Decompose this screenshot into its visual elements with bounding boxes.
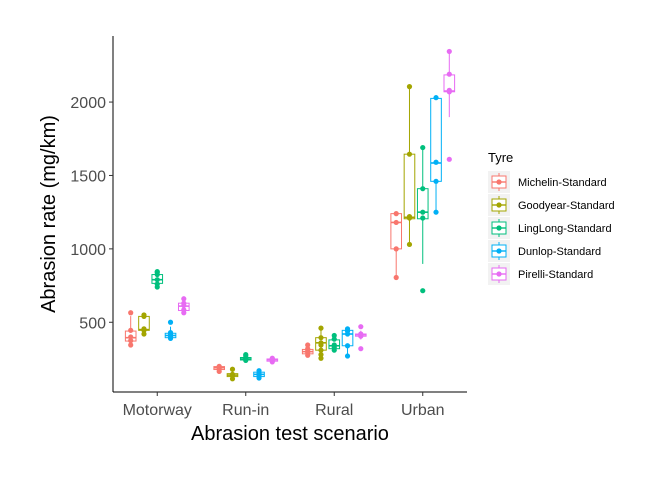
data-point (128, 334, 134, 340)
data-point (305, 342, 311, 348)
data-point (154, 277, 160, 283)
legend-label: Goodyear-Standard (518, 200, 615, 212)
x-axis-ticks: Motorway Run-in Rural Urban (123, 392, 445, 419)
data-point (167, 319, 174, 325)
data-point (433, 159, 439, 165)
data-point (406, 241, 413, 248)
data-point (358, 324, 364, 330)
y-tick-label: 1500 (70, 168, 106, 185)
data-point (393, 211, 399, 217)
data-point (393, 274, 399, 281)
series-pirelli-standard (177, 48, 456, 365)
plot-area (124, 48, 456, 382)
data-point (181, 296, 187, 302)
data-point (318, 347, 324, 353)
data-point (229, 371, 236, 377)
data-point (393, 219, 399, 226)
data-point (358, 346, 364, 352)
data-point (331, 336, 337, 342)
data-point (318, 335, 324, 341)
legend-key-point (496, 225, 502, 231)
legend-title: Tyre (488, 150, 513, 165)
data-point (420, 209, 426, 215)
series-linglong-standard (151, 144, 429, 364)
legend-label: Dunlop-Standard (518, 246, 601, 258)
data-point (243, 351, 249, 358)
legend-label: Michelin-Standard (518, 177, 607, 189)
data-point (406, 84, 413, 90)
data-point (406, 213, 413, 220)
legend-key-point (496, 202, 502, 208)
series-dunlop-standard (164, 95, 442, 381)
data-point (128, 338, 134, 344)
data-point (331, 342, 337, 348)
data-point (128, 342, 134, 348)
data-point (154, 269, 160, 275)
series-michelin-standard (124, 211, 403, 375)
data-point (420, 186, 426, 192)
data-point (216, 363, 222, 369)
data-point (420, 144, 426, 151)
data-point (141, 331, 147, 337)
data-point (446, 156, 452, 162)
y-tick-label: 1000 (70, 242, 106, 259)
box (403, 153, 416, 220)
legend-label: Pirelli-Standard (518, 269, 593, 281)
data-point (433, 209, 439, 215)
data-point (446, 71, 452, 77)
data-point (181, 307, 187, 313)
y-tick-label: 500 (79, 315, 106, 332)
data-point (181, 300, 187, 306)
x-axis-title: Abrasion test scenario (191, 423, 389, 445)
legend-key-point (496, 248, 502, 254)
data-point (318, 355, 324, 361)
data-point (229, 366, 236, 372)
data-point (141, 326, 147, 332)
box (390, 213, 403, 250)
data-point (318, 351, 324, 358)
data-point (433, 95, 439, 101)
box (430, 97, 442, 182)
data-point (128, 310, 134, 316)
data-point (256, 368, 262, 374)
data-point (269, 355, 275, 361)
data-point (344, 326, 351, 332)
x-tick-label: Urban (401, 402, 445, 419)
y-tick-label: 2000 (70, 95, 106, 112)
legend-key-point (496, 179, 502, 185)
x-tick-label: Motorway (123, 402, 192, 419)
x-tick-label: Rural (315, 402, 353, 419)
data-point (420, 288, 426, 294)
data-point (318, 325, 324, 331)
data-point (420, 215, 426, 221)
data-point (331, 332, 337, 339)
data-point (167, 329, 174, 336)
data-point (344, 343, 351, 349)
data-point (128, 327, 134, 333)
data-point (446, 48, 452, 55)
y-axis-ticks: 500 1000 1500 2000 (70, 95, 113, 332)
data-point (433, 178, 439, 184)
legend-key-point (496, 271, 502, 277)
series-goodyear-standard (138, 84, 416, 382)
data-point (393, 246, 399, 252)
legend: Tyre Michelin-Standard Goodyear-Standard L… (488, 150, 615, 285)
data-point (406, 151, 413, 157)
data-point (154, 281, 160, 287)
data-point (305, 346, 311, 352)
y-axis-title: Abrasion rate (mg/km) (38, 115, 60, 313)
data-point (318, 340, 324, 346)
data-point (344, 353, 351, 359)
legend-label: LingLong-Standard (518, 223, 612, 235)
data-point (358, 331, 364, 337)
data-point (141, 312, 147, 318)
data-point (446, 87, 452, 93)
x-tick-label: Run-in (222, 402, 269, 419)
